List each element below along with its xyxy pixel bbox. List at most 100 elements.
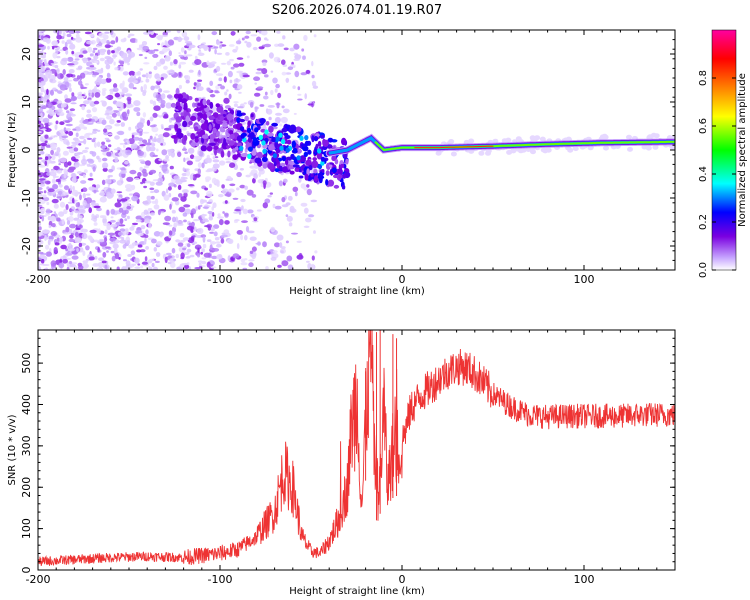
spectrogram-noise-blob xyxy=(227,70,233,78)
spectrogram-noise-blob xyxy=(133,100,141,107)
spectrogram-noise-blob xyxy=(171,216,177,223)
x-tick-label: 100 xyxy=(574,273,595,286)
spectrogram-noise-blob xyxy=(61,40,65,44)
spectrogram-noise-blob xyxy=(61,57,69,62)
spectrogram-noise-blob xyxy=(272,203,276,209)
spectrogram-noise-blob xyxy=(83,100,90,105)
spectrogram-noise-blob xyxy=(183,54,187,57)
spectrogram-noise-blob xyxy=(54,151,59,157)
spectrogram-band-blob xyxy=(268,125,274,133)
spectrogram-noise-blob xyxy=(77,262,83,267)
spectrogram-band-blob xyxy=(234,142,238,147)
spectrogram-noise-blob xyxy=(146,30,154,33)
spectrogram-noise-blob xyxy=(117,111,121,117)
spectrogram-band-blob xyxy=(200,145,207,152)
spectrogram-noise-blob xyxy=(113,248,118,254)
spectrogram-band-blob xyxy=(177,105,182,111)
spectrogram-noise-blob xyxy=(128,126,132,131)
spectrogram-noise-blob xyxy=(59,258,63,263)
spectrogram-noise-blob xyxy=(40,112,43,119)
spectrogram-noise-blob xyxy=(59,157,67,163)
spectrogram-noise-blob xyxy=(277,264,282,268)
spectrogram-noise-blob xyxy=(45,144,52,148)
spectrogram-noise-blob xyxy=(153,247,157,252)
spectrogram-noise-blob xyxy=(168,150,172,157)
spectrogram-noise-blob xyxy=(112,54,118,58)
spectrogram-noise-blob xyxy=(114,252,120,260)
spectrogram-noise-blob xyxy=(106,40,110,44)
spectrogram-noise-blob xyxy=(209,80,214,87)
spectrogram-noise-blob xyxy=(240,262,248,266)
spectrogram-noise-blob xyxy=(113,83,118,89)
spectrogram-band-blob xyxy=(227,150,231,158)
spectrogram-noise-blob xyxy=(49,215,57,222)
spectrogram-band-blob xyxy=(325,179,329,186)
spectrogram-noise-blob xyxy=(103,128,108,133)
spectrogram-noise-blob xyxy=(62,258,68,264)
spectrogram-noise-blob xyxy=(251,246,257,252)
spectrogram-noise-blob xyxy=(198,49,201,52)
spectrogram-noise-blob xyxy=(130,250,136,256)
spectrogram-noise-blob xyxy=(106,209,110,216)
spectrogram-noise-blob xyxy=(197,151,200,156)
spectrogram-noise-blob xyxy=(63,190,66,196)
spectrogram-noise-blob xyxy=(294,70,300,78)
spectrogram-noise-blob xyxy=(55,120,59,125)
spectrogram-noise-blob xyxy=(66,220,71,225)
spectrogram-noise-blob xyxy=(42,194,47,198)
spectrogram-band-blob xyxy=(292,164,300,168)
spectrogram-spot xyxy=(320,156,326,162)
spectrogram-noise-blob xyxy=(206,261,211,268)
spectrogram-noise-blob xyxy=(48,111,56,116)
spectrogram-band-blob xyxy=(190,142,197,147)
spectrogram-noise-blob xyxy=(249,236,257,241)
spectrogram-band-blob xyxy=(291,140,296,148)
spectrogram-noise-blob xyxy=(227,255,231,262)
spectrogram-noise-blob xyxy=(195,159,200,162)
spectrogram-noise-blob xyxy=(100,38,107,44)
spectrogram-noise-blob xyxy=(41,258,45,264)
spectrogram-noise-blob xyxy=(110,219,116,223)
spectrogram-noise-blob xyxy=(194,267,202,270)
spectrogram-noise-blob xyxy=(285,240,289,244)
spectrogram-noise-blob xyxy=(60,73,64,79)
spectrogram-noise-blob xyxy=(69,185,73,191)
spectrogram-spot xyxy=(296,155,301,161)
spectrogram-noise-blob xyxy=(252,220,259,223)
spectrogram-noise-blob xyxy=(177,242,184,247)
spectrogram-noise-blob xyxy=(38,62,43,66)
spectrogram-noise-blob xyxy=(94,92,101,98)
spectrogram-noise-blob xyxy=(68,229,73,235)
spectrogram-noise-blob xyxy=(118,257,121,260)
spectrogram-noise-blob xyxy=(227,238,234,244)
spectrogram-band-blob xyxy=(200,119,205,124)
spectrogram-noise-blob xyxy=(141,139,148,144)
spectrogram-noise-blob xyxy=(141,74,147,78)
spectrogram-noise-blob xyxy=(255,71,262,75)
spectrogram-noise-blob xyxy=(79,194,82,201)
spectrogram-noise-blob xyxy=(182,247,187,251)
spectrogram-halo-blob xyxy=(567,147,574,153)
spectrogram-noise-blob xyxy=(71,92,75,97)
spectrogram-xlabel: Height of straight line (km) xyxy=(289,286,425,297)
spectrogram-noise-blob xyxy=(216,216,224,219)
spectrogram-noise-blob xyxy=(52,63,55,68)
spectrogram-noise-blob xyxy=(247,209,254,214)
spectrogram-band-blob xyxy=(208,115,215,121)
spectrogram-noise-blob xyxy=(78,54,84,58)
spectrogram-noise-blob xyxy=(250,34,258,37)
spectrogram-noise-blob xyxy=(41,252,44,255)
spectrogram-noise-blob xyxy=(51,223,56,228)
spectrogram-noise-blob xyxy=(183,219,187,223)
spectrogram-noise-blob xyxy=(153,231,161,237)
spectrogram-noise-blob xyxy=(58,163,61,166)
spectrogram-noise-blob xyxy=(169,203,172,210)
y-tick-label: 200 xyxy=(20,477,33,498)
spectrogram-noise-blob xyxy=(274,88,278,93)
spectrogram-noise-blob xyxy=(120,85,124,90)
spectrogram-noise-blob xyxy=(117,130,125,136)
spectrogram-noise-blob xyxy=(169,61,173,66)
spectrogram-noise-blob xyxy=(67,161,72,166)
spectrogram-noise-blob xyxy=(187,243,191,248)
spectrogram-band-blob xyxy=(305,159,312,166)
